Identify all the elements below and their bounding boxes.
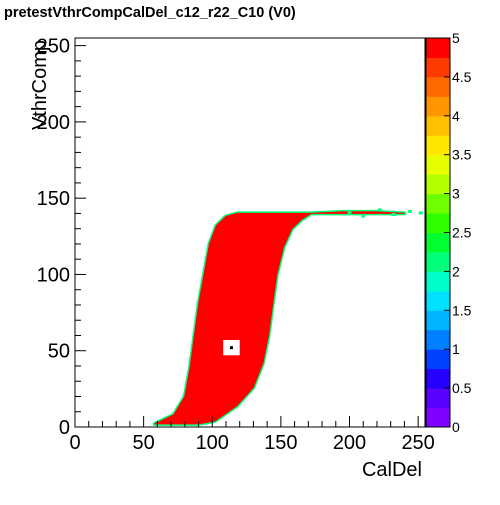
colorbar-segment [426, 368, 450, 389]
colorbar-segment [426, 251, 450, 272]
y-tick-label: 150 [37, 188, 70, 210]
x-tick-label: 50 [133, 432, 155, 454]
y-tick-label: 250 [37, 36, 70, 58]
colorbar-segment [426, 407, 450, 428]
hole-marker [229, 346, 233, 350]
y-tick-label: 100 [37, 264, 70, 286]
colorbar-segment [426, 290, 450, 311]
colorbar-tick-label: 0.5 [452, 380, 472, 396]
hole-group [223, 340, 240, 356]
colorbar-tick-label: 4.5 [452, 69, 472, 85]
tail-cell [418, 211, 423, 215]
data-region-group [152, 208, 423, 426]
x-axis: 0 50 100 150 200 250 [69, 416, 435, 454]
colorbar-tick-label: 2.5 [452, 225, 472, 241]
colorbar-segment [426, 271, 450, 292]
colorbar-segment [426, 154, 450, 175]
colorbar-tick-label: 2 [452, 263, 460, 279]
tail-cell [377, 208, 382, 212]
y-tick-label: 0 [59, 417, 70, 439]
x-tick-label: 0 [69, 432, 80, 454]
colorbar-segment [426, 38, 450, 58]
colorbar-segment [426, 193, 450, 214]
colorbar-segment [426, 232, 450, 253]
y-tick-label: 200 [37, 112, 70, 134]
colorbar-tick-label: 3 [452, 186, 460, 202]
x-tick-label: 250 [401, 432, 434, 454]
colorbar-segment [426, 349, 450, 370]
colorbar-tick-label: 3.5 [452, 147, 472, 163]
tail-cell [361, 214, 366, 218]
colorbar-segment [426, 57, 450, 78]
colorbar-segment [426, 96, 450, 117]
colorbar-tick-label: 1 [452, 341, 460, 357]
y-axis: 0 50 100 150 200 250 [37, 36, 86, 439]
colorbar-segment [426, 76, 450, 97]
tail-cell [347, 211, 352, 215]
colorbar-segment [426, 115, 450, 136]
colorbar-segment [426, 174, 450, 195]
colorbar-segment [426, 310, 450, 331]
colorbar-segment [426, 388, 450, 409]
colorbar-segment [426, 135, 450, 156]
y-tick-label: 50 [48, 341, 70, 363]
colorbar-segment [426, 213, 450, 233]
colorbar-tick-label: 0 [452, 419, 460, 435]
x-tick-label: 100 [196, 432, 229, 454]
colorbar-tick-label: 1.5 [452, 302, 472, 318]
tail-cell [391, 212, 396, 216]
colorbar-segment [426, 329, 450, 350]
x-tick-label: 200 [333, 432, 366, 454]
colorbar-tick-label: 5 [452, 30, 460, 46]
x-axis-label: CalDel [362, 459, 422, 481]
chart-title: pretestVthrCompCalDel_c12_r22_C10 (V0) [4, 5, 296, 21]
colorbar-tick-label: 4 [452, 108, 460, 124]
colorbar: 0 0.5 1 1.5 2 2.5 3 3.5 4 4.5 5 [425, 30, 472, 435]
x-tick-label: 150 [264, 432, 297, 454]
region-core [154, 211, 405, 425]
tail-cell [407, 209, 412, 213]
y-axis-label: VthrComp [29, 40, 51, 130]
